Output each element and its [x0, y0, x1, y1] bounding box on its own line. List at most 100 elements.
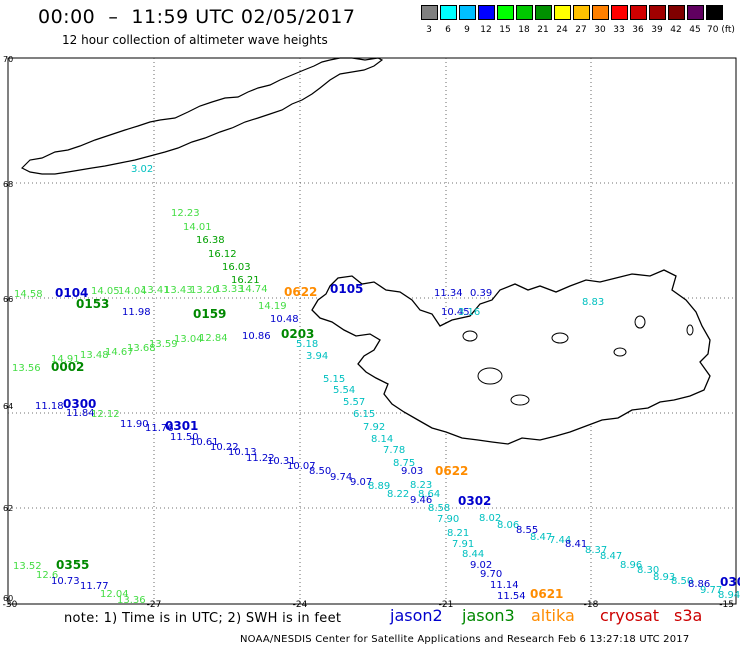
wave-height-label: 8.55: [516, 525, 538, 536]
wave-height-label: 7.78: [383, 445, 405, 456]
wave-height-label: 8.89: [368, 481, 390, 492]
wave-height-label: 14.91: [51, 354, 80, 365]
legend-label: 45: [689, 25, 701, 35]
wave-height-label: 10.86: [242, 331, 271, 342]
wave-height-label: 16.03: [222, 262, 251, 273]
wave-height-label: 12.84: [199, 333, 228, 344]
lat-label: 70: [3, 55, 14, 64]
wave-height-label: 9.70: [480, 569, 502, 580]
wave-height-label: 14.01: [183, 222, 212, 233]
legend-swatch: [668, 5, 685, 20]
legend-swatch: [592, 5, 609, 20]
wave-height-label: 13.20: [190, 285, 219, 296]
page-subtitle: 12 hour collection of altimeter wave hei…: [62, 33, 328, 47]
pass-time-label: 0159: [193, 307, 226, 321]
wave-height-label: 10.61: [190, 437, 219, 448]
wave-height-label: 10.73: [51, 576, 80, 587]
legend-swatch: [497, 5, 514, 20]
wave-height-label: 14.67: [105, 347, 134, 358]
wave-height-label: 13.68: [127, 343, 156, 354]
wave-height-label: 6.15: [353, 409, 375, 420]
wave-height-label: 7.90: [437, 514, 459, 525]
wave-height-label: 8.93: [653, 572, 675, 583]
wave-height-label: 8.47: [530, 532, 552, 543]
pass-time-label: 0002: [51, 360, 84, 374]
lon-label: -27: [146, 600, 162, 610]
page-title: 00:00 – 11:59 UTC 02/05/2017: [38, 6, 356, 28]
lat-label: 60: [3, 594, 14, 603]
legend-swatch: [478, 5, 495, 20]
pass-time-label: 0622: [284, 285, 317, 299]
wave-height-label: 11.77: [80, 581, 109, 592]
units-note: note: 1) Time is in UTC; 2) SWH is in fe…: [64, 611, 342, 626]
legend-label: 30: [594, 25, 606, 35]
footer-credit: NOAA/NESDIS Center for Satellite Applica…: [240, 634, 690, 645]
wave-height-label: 11.18: [35, 401, 64, 412]
legend-label: 70 (ft): [707, 25, 735, 35]
pass-time-label: 0621: [530, 587, 563, 601]
wave-height-label: 14.04: [118, 286, 147, 297]
legend-swatch: [440, 5, 457, 20]
wave-height-label: 11.54: [497, 591, 526, 602]
wave-height-label: 0.39: [470, 288, 492, 299]
wave-height-label: 8.94: [718, 590, 740, 601]
wave-height-label: 8.50: [309, 466, 331, 477]
lon-label: -15: [719, 600, 734, 610]
wave-height-label: 10.22: [210, 442, 239, 453]
pass-time-label: 0355: [56, 558, 89, 572]
wave-height-label: 11.98: [122, 307, 151, 318]
pass-time-label: 0303: [720, 575, 740, 589]
inland-lakes: [462, 315, 694, 406]
pass-time-label: 0153: [76, 297, 109, 311]
wave-height-label: 9.03: [401, 466, 423, 477]
wave-height-label: 5.54: [333, 385, 355, 396]
pass-time-label: 0302: [458, 494, 491, 508]
legend-swatch: [649, 5, 666, 20]
wave-height-label: 7.91: [452, 539, 474, 550]
wave-height-label: 11.76: [145, 423, 174, 434]
wave-height-label: 13.43: [164, 285, 193, 296]
lat-label: 66: [3, 295, 14, 304]
legend-swatch: [421, 5, 438, 20]
wave-height-label: 8.86: [688, 579, 710, 590]
lon-label: -30: [2, 600, 18, 610]
lat-label: 64: [3, 402, 14, 411]
wave-height-label: 13.59: [149, 339, 178, 350]
wave-height-label: 3.94: [306, 351, 328, 362]
legend-swatch: [611, 5, 628, 20]
legend-label: 15: [499, 25, 511, 35]
legend-label: 27: [575, 25, 587, 35]
wave-height-label: 8.83: [582, 297, 604, 308]
legend-label: 18: [518, 25, 530, 35]
wave-height-label: 14.19: [258, 301, 287, 312]
wave-height-label: 9.02: [470, 560, 492, 571]
wave-height-label: 12.04: [100, 589, 129, 600]
legend-label: 42: [670, 25, 682, 35]
wave-height-label: 8.96: [620, 560, 642, 571]
wave-height-label: 8.06: [497, 520, 519, 531]
wave-height-label: 8.58: [428, 503, 450, 514]
legend-swatch: [706, 5, 723, 20]
legend-label: 24: [556, 25, 568, 35]
wave-height-label: 9.74: [330, 472, 352, 483]
wave-height-label: 16.21: [231, 275, 260, 286]
legend-swatch: [516, 5, 533, 20]
wave-height-label: 10.07: [287, 461, 316, 472]
wave-height-label: 8.23: [410, 480, 432, 491]
map-frame: [7, 57, 737, 605]
wave-height-label: 8.21: [447, 528, 469, 539]
legend-label: 3: [426, 25, 432, 35]
wave-height-label: 5.15: [323, 374, 345, 385]
wave-height-label: 8.47: [600, 551, 622, 562]
legend-label: 36: [632, 25, 644, 35]
wave-height-label: 8.30: [637, 565, 659, 576]
satellite-jason2: jason2: [390, 606, 443, 625]
lat-label: 62: [3, 504, 14, 513]
legend-swatch: [459, 5, 476, 20]
legend-swatch: [554, 5, 571, 20]
legend-swatch: [535, 5, 552, 20]
wave-height-label: 8.37: [585, 545, 607, 556]
wave-height-label: 8.14: [371, 434, 393, 445]
pass-time-label: 0622: [435, 464, 468, 478]
